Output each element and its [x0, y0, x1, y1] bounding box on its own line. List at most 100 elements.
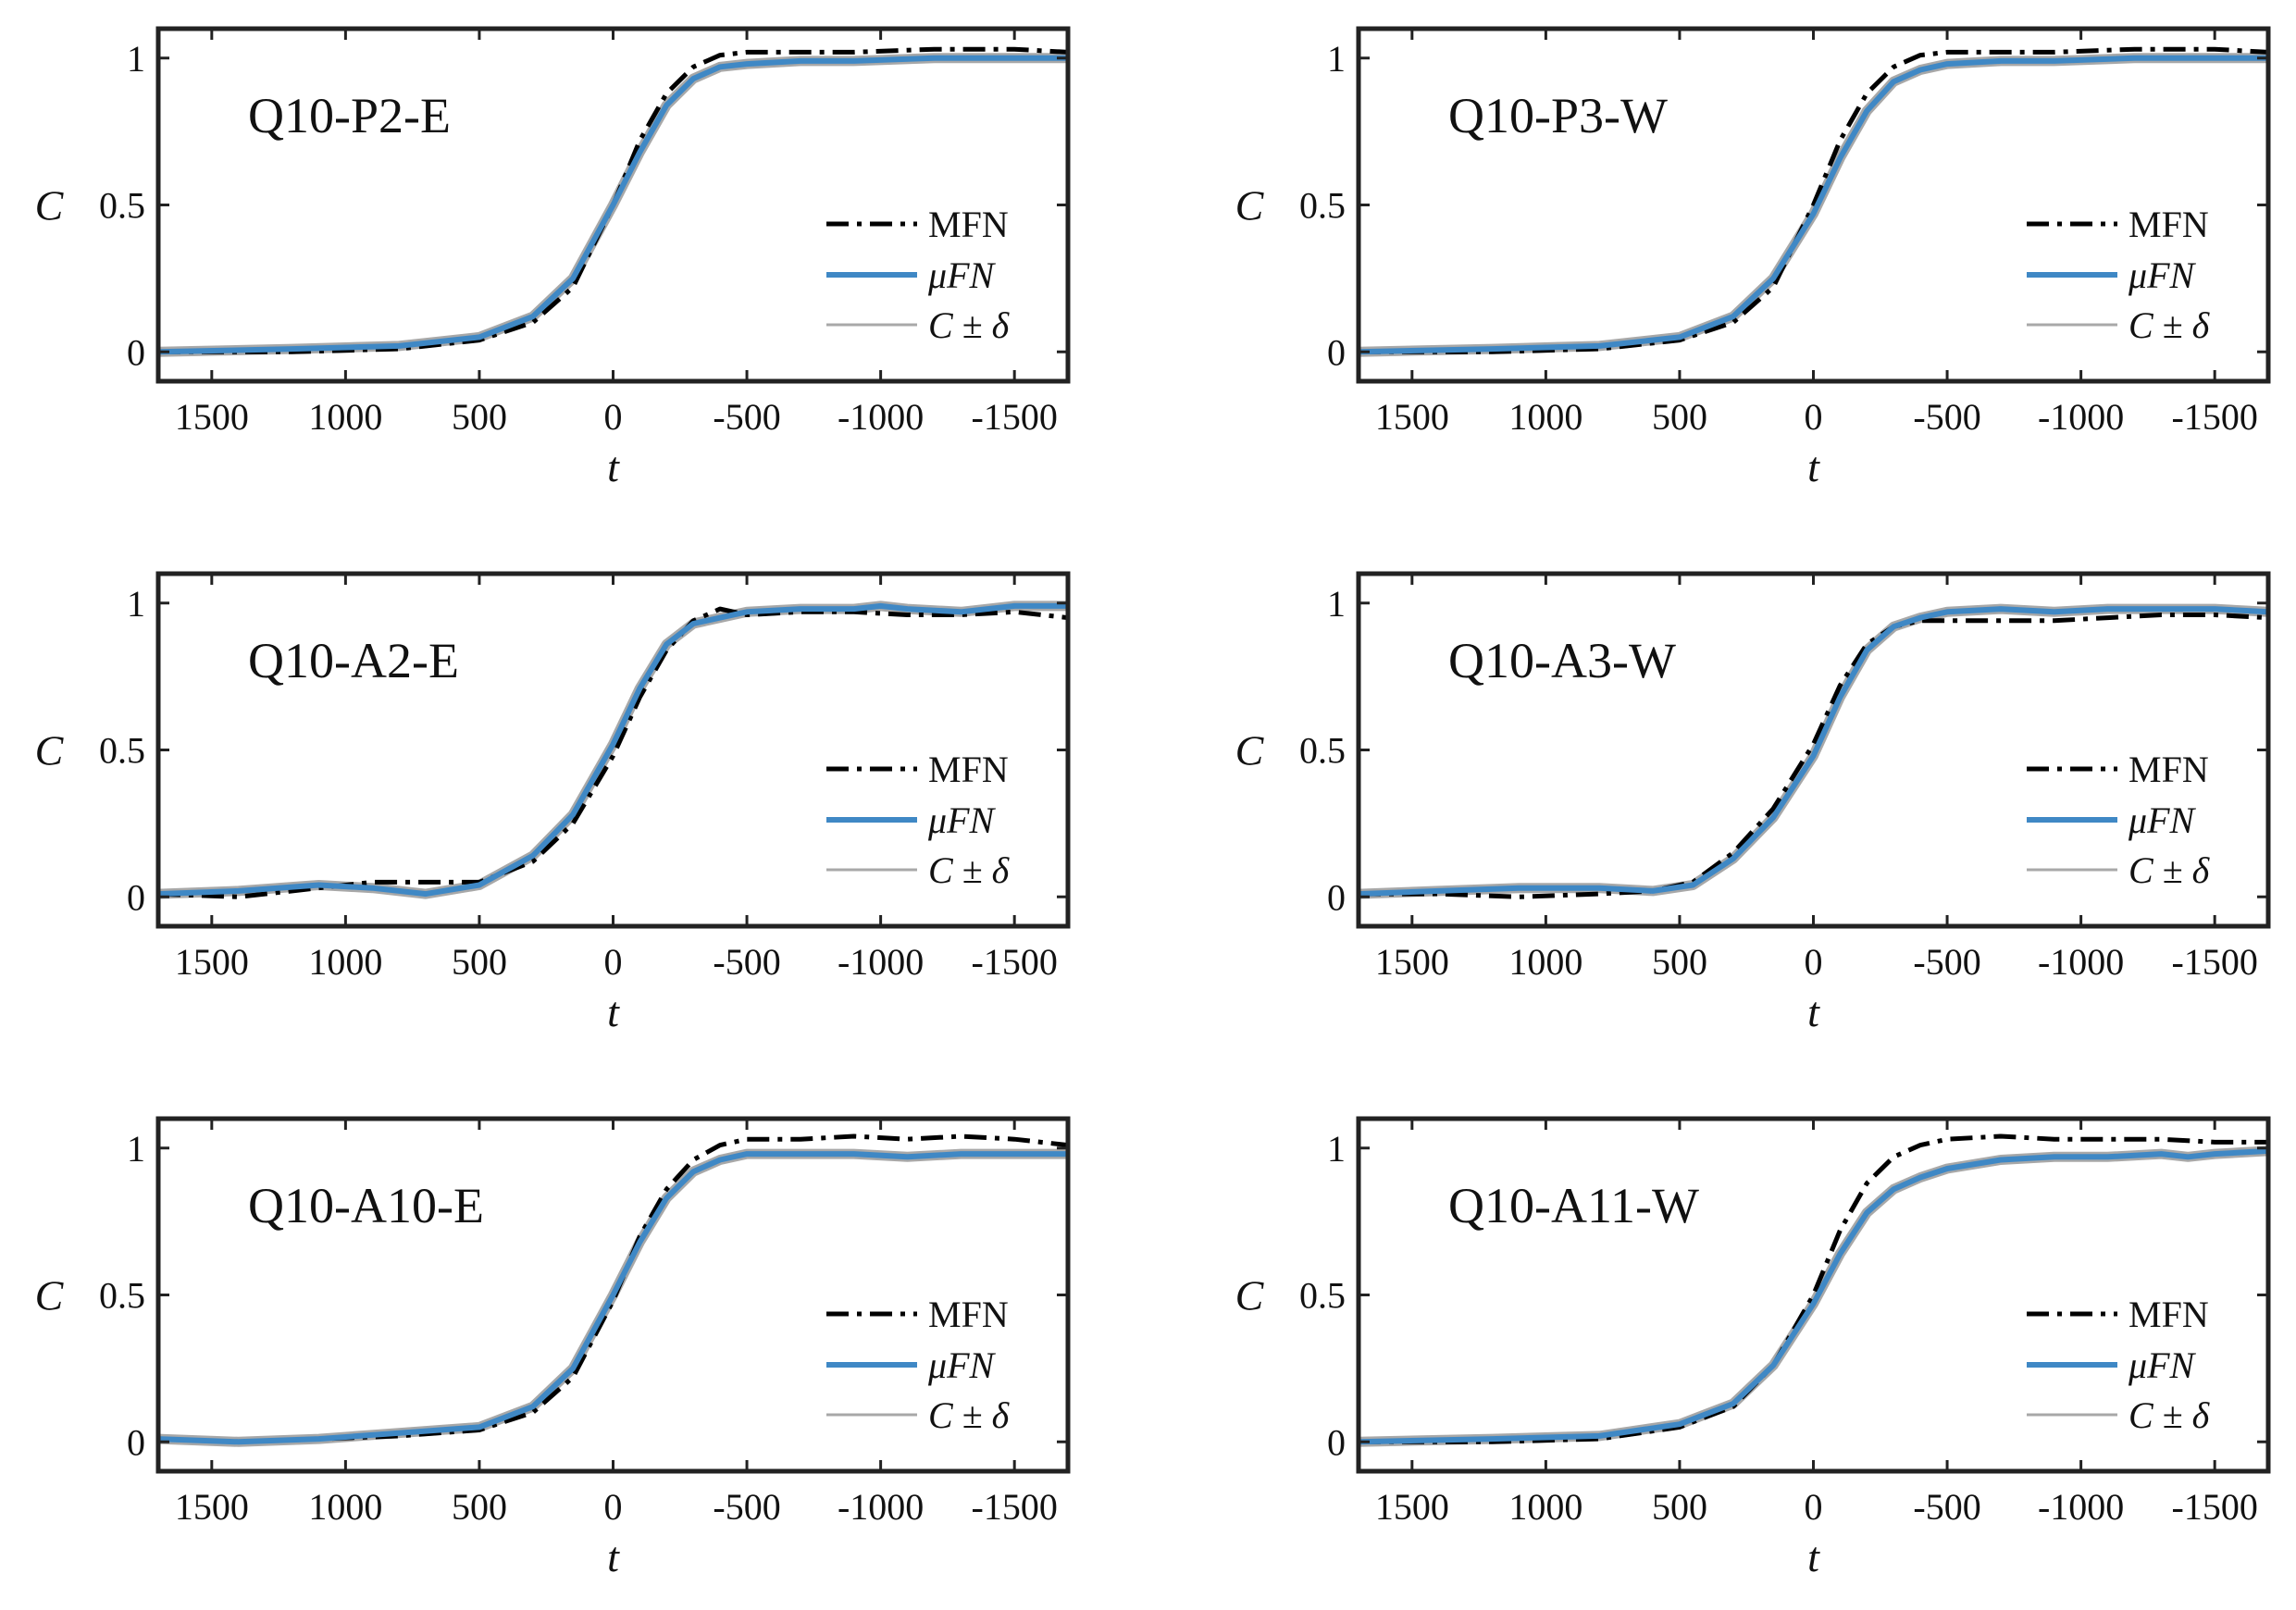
x-tick-label: -500 — [1913, 1486, 1980, 1528]
series-ufn-line — [158, 55, 1068, 355]
legend-label-mfn: MFN — [2128, 204, 2209, 245]
series-mfn-line — [1359, 613, 2268, 899]
x-tick-label: -500 — [1913, 396, 1980, 438]
x-axis-label: t — [1807, 1533, 1820, 1580]
x-tick-label: -1500 — [972, 396, 1058, 438]
x-axis-label: t — [607, 1533, 620, 1580]
y-tick-label: 0.5 — [1299, 730, 1346, 772]
y-tick-label: 0.5 — [99, 185, 145, 227]
x-tick-label: -1000 — [838, 1486, 924, 1528]
x-tick-label: 1500 — [175, 1486, 249, 1528]
x-tick-label: 500 — [1652, 396, 1707, 438]
y-tick-label: 1 — [127, 583, 145, 625]
y-tick-label: 1 — [1327, 583, 1346, 625]
x-tick-label: 1500 — [1375, 396, 1449, 438]
chart-panel-q10-p2-e: 1500 1000 500 0 -500 -1000 -1500 0 0.5 1 t C Q10-P2-… — [35, 26, 1071, 490]
legend-label-band: C ± δ — [2128, 1394, 2211, 1436]
series-ufn-line — [1359, 606, 2268, 898]
legend-label-band: C ± δ — [928, 849, 1011, 891]
y-tick-label: 1 — [127, 1128, 145, 1170]
x-tick-label: 1000 — [308, 1486, 382, 1528]
x-tick-label: 1500 — [1375, 1486, 1449, 1528]
series-mfn-line — [1359, 46, 2268, 354]
chart-panel-q10-a11-w: 1500 1000 500 0 -500 -1000 -1500 0 0.5 1 t C Q10-A11… — [1235, 1116, 2271, 1580]
legend-label-mfn: MFN — [2128, 749, 2209, 790]
x-tick-label: -1000 — [2038, 396, 2124, 438]
x-axis-label: t — [607, 988, 620, 1035]
panel-title: Q10-P2-E — [248, 88, 451, 143]
x-tick-label: 0 — [1805, 1486, 1823, 1528]
y-tick-label: 0 — [1327, 331, 1346, 373]
legend-label-mfn: MFN — [2128, 1294, 2209, 1335]
y-tick-label: 1 — [1327, 1128, 1346, 1170]
y-tick-label: 0.5 — [99, 730, 145, 772]
x-tick-label: -500 — [713, 1486, 780, 1528]
x-tick-label: -1500 — [2172, 1486, 2258, 1528]
x-tick-label: -500 — [713, 396, 780, 438]
y-axis-label: C — [1235, 182, 1265, 229]
legend-label-ufn: μFN — [927, 799, 997, 841]
x-tick-label: 500 — [1652, 941, 1707, 983]
legend: MFN μFN C ± δ — [826, 1294, 1011, 1436]
x-axis-label: t — [1807, 988, 1820, 1035]
legend-label-ufn: μFN — [2128, 254, 2197, 296]
legend: MFN μFN C ± δ — [2027, 204, 2211, 346]
x-tick-label: -1000 — [2038, 941, 2124, 983]
x-tick-label: 0 — [1805, 941, 1823, 983]
chart-panel-q10-a3-w: 1500 1000 500 0 -500 -1000 -1500 0 0.5 1 t C Q10-A3-… — [1235, 571, 2271, 1035]
x-tick-label: 1500 — [175, 941, 249, 983]
legend: MFN μFN C ± δ — [2027, 749, 2211, 891]
y-tick-label: 0.5 — [1299, 185, 1346, 227]
y-axis-label: C — [1235, 727, 1265, 774]
legend: MFN μFN C ± δ — [826, 749, 1011, 891]
x-tick-label: -1000 — [838, 396, 924, 438]
series-ufn-line — [158, 1151, 1068, 1445]
y-tick-label: 0 — [127, 876, 145, 918]
y-tick-label: 1 — [1327, 38, 1346, 80]
x-tick-label: 1000 — [1508, 1486, 1582, 1528]
series-ufn-line — [158, 602, 1068, 898]
x-tick-label: 1000 — [308, 396, 382, 438]
legend-label-mfn: MFN — [928, 749, 1009, 790]
series-mfn-line — [158, 1133, 1068, 1444]
panel-title: Q10-A11-W — [1448, 1178, 1699, 1233]
x-tick-label: 0 — [604, 941, 623, 983]
legend: MFN μFN C ± δ — [2027, 1294, 2211, 1436]
y-tick-label: 0.5 — [1299, 1275, 1346, 1317]
x-tick-label: 500 — [452, 396, 507, 438]
series-mfn-line — [1359, 1133, 2268, 1444]
legend-label-ufn: μFN — [2128, 799, 2197, 841]
series-ufn-line — [1359, 1147, 2268, 1445]
y-tick-label: 0.5 — [99, 1275, 145, 1317]
y-tick-label: 0 — [127, 331, 145, 373]
legend-label-band: C ± δ — [2128, 849, 2211, 891]
y-tick-label: 0 — [1327, 876, 1346, 918]
y-axis-label: C — [35, 182, 65, 229]
legend-label-mfn: MFN — [928, 1294, 1009, 1335]
x-tick-label: 0 — [604, 1486, 623, 1528]
x-tick-label: 1500 — [175, 396, 249, 438]
x-tick-label: 1000 — [1508, 396, 1582, 438]
x-tick-label: -1000 — [838, 941, 924, 983]
panel-title: Q10-A2-E — [248, 633, 459, 688]
chart-panel-q10-p3-w: 1500 1000 500 0 -500 -1000 -1500 0 0.5 1 t C Q10-P3-… — [1235, 26, 2271, 490]
legend-label-band: C ± δ — [2128, 304, 2211, 346]
x-tick-label: 500 — [1652, 1486, 1707, 1528]
x-tick-label: 0 — [1805, 396, 1823, 438]
x-axis-label: t — [1807, 443, 1820, 490]
x-tick-label: -1500 — [972, 1486, 1058, 1528]
x-tick-label: -500 — [713, 941, 780, 983]
legend-label-band: C ± δ — [928, 1394, 1011, 1436]
y-axis-label: C — [35, 1272, 65, 1319]
x-tick-label: -1500 — [2172, 396, 2258, 438]
x-tick-label: 0 — [604, 396, 623, 438]
x-tick-label: -1000 — [2038, 1486, 2124, 1528]
y-tick-label: 0 — [127, 1421, 145, 1463]
panel-title: Q10-A10-E — [248, 1178, 484, 1233]
x-axis-label: t — [607, 443, 620, 490]
panel-title: Q10-A3-W — [1448, 633, 1676, 688]
x-tick-label: 1000 — [1508, 941, 1582, 983]
x-tick-label: -500 — [1913, 941, 1980, 983]
